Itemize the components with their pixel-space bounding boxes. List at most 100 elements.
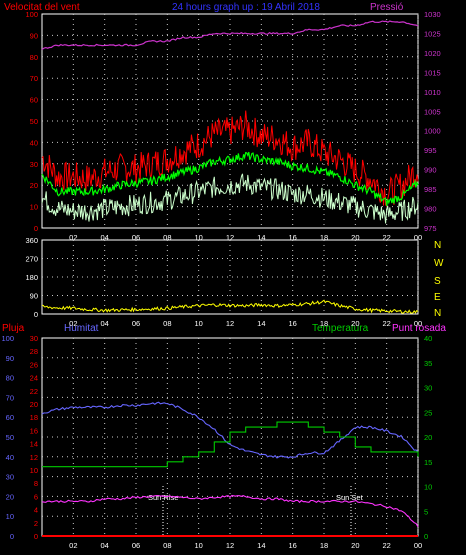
y-tick-label: 2 bbox=[34, 519, 38, 528]
wind-gust-line bbox=[41, 110, 419, 208]
x-tick-label: 14 bbox=[257, 319, 265, 328]
y-tick-label: 18 bbox=[30, 413, 38, 422]
y-tick-label: 1000 bbox=[424, 127, 441, 136]
y-tick-label: 70 bbox=[6, 393, 14, 402]
y-tick-label: 14 bbox=[30, 440, 38, 449]
y-tick-label: 0 bbox=[424, 532, 428, 541]
legend-humidity: Humitat bbox=[64, 323, 99, 334]
y-tick-label: 80 bbox=[30, 53, 38, 62]
humidity-line bbox=[41, 401, 419, 459]
header-title: 24 hours graph up : 19 Abril 2018 bbox=[172, 2, 320, 13]
y-tick-label: 60 bbox=[30, 96, 38, 105]
x-tick-label: 06 bbox=[132, 233, 140, 242]
y-tick-label: 15 bbox=[424, 458, 432, 467]
y-tick-label: 270 bbox=[25, 255, 38, 264]
y-tick-label: 1020 bbox=[424, 49, 441, 58]
y-tick-label: 1015 bbox=[424, 68, 441, 77]
x-tick-label: 10 bbox=[194, 233, 202, 242]
y-tick-label: 980 bbox=[424, 205, 437, 214]
y-tick-label: 1010 bbox=[424, 88, 441, 97]
y-tick-label: 0 bbox=[34, 532, 38, 541]
x-tick-label: 08 bbox=[163, 233, 171, 242]
legend-rain: Pluja bbox=[2, 323, 25, 334]
y-tick-label: 0 bbox=[10, 532, 14, 541]
y-tick-label: 10 bbox=[30, 466, 38, 475]
y-tick-label: 20 bbox=[30, 181, 38, 190]
y-tick-label: 4 bbox=[34, 506, 38, 515]
x-tick-label: 10 bbox=[194, 541, 202, 550]
y-tick-label: 40 bbox=[6, 453, 14, 462]
x-tick-label: 22 bbox=[382, 233, 390, 242]
header-wind-label: Velocitat del vent bbox=[4, 2, 80, 13]
x-tick-label: 14 bbox=[257, 233, 265, 242]
y-tick-label: 100 bbox=[25, 10, 38, 19]
y-tick-label: 40 bbox=[30, 138, 38, 147]
y-tick-label: 24 bbox=[30, 374, 38, 383]
y-tick-label: 1030 bbox=[424, 10, 441, 19]
x-tick-label: 14 bbox=[257, 541, 265, 550]
y-tick-label: 60 bbox=[6, 413, 14, 422]
x-tick-label: 20 bbox=[351, 541, 359, 550]
dir-letter-n-top: N bbox=[434, 240, 441, 251]
x-tick-label: 16 bbox=[288, 233, 296, 242]
y-tick-label: 1025 bbox=[424, 29, 441, 38]
x-tick-label: 04 bbox=[100, 541, 108, 550]
y-tick-label: 0 bbox=[34, 224, 38, 233]
y-tick-label: 25 bbox=[424, 408, 432, 417]
x-tick-label: 12 bbox=[226, 233, 234, 242]
y-tick-label: 985 bbox=[424, 185, 437, 194]
y-tick-label: 10 bbox=[424, 483, 432, 492]
x-tick-label: 06 bbox=[132, 541, 140, 550]
dir-letter-s: S bbox=[434, 276, 441, 287]
y-tick-label: 20 bbox=[6, 492, 14, 501]
dewpoint-line bbox=[41, 494, 419, 528]
x-tick-label: 16 bbox=[288, 319, 296, 328]
y-tick-label: 1005 bbox=[424, 107, 441, 116]
y-tick-label: 70 bbox=[30, 74, 38, 83]
y-tick-label: 50 bbox=[6, 433, 14, 442]
x-tick-label: 18 bbox=[320, 319, 328, 328]
x-tick-label: 00 bbox=[414, 319, 422, 328]
x-tick-label: 10 bbox=[194, 319, 202, 328]
x-tick-label: 04 bbox=[100, 233, 108, 242]
wind-panel-frame bbox=[41, 13, 419, 229]
y-tick-label: 0 bbox=[34, 310, 38, 319]
y-tick-label: 20 bbox=[424, 433, 432, 442]
y-tick-label: 12 bbox=[30, 453, 38, 462]
dir-letter-w: W bbox=[434, 258, 444, 269]
y-tick-label: 20 bbox=[30, 400, 38, 409]
dir-letter-e: E bbox=[434, 292, 441, 303]
y-tick-label: 16 bbox=[30, 426, 38, 435]
y-tick-label: 990 bbox=[424, 166, 437, 175]
direction-panel-frame bbox=[41, 239, 419, 315]
y-tick-label: 8 bbox=[34, 479, 38, 488]
x-tick-label: 02 bbox=[69, 541, 77, 550]
y-tick-label: 995 bbox=[424, 146, 437, 155]
header-pressure-label: Pressió bbox=[370, 2, 404, 13]
y-tick-label: 30 bbox=[6, 473, 14, 482]
y-tick-label: 180 bbox=[25, 273, 38, 282]
x-tick-label: 08 bbox=[163, 541, 171, 550]
x-tick-label: 22 bbox=[382, 319, 390, 328]
legend-temperature: Temperatura bbox=[312, 323, 369, 334]
x-tick-label: 12 bbox=[226, 541, 234, 550]
sunset-label: Sun Set bbox=[336, 493, 364, 502]
y-tick-label: 30 bbox=[30, 160, 38, 169]
y-tick-label: 90 bbox=[6, 354, 14, 363]
wind-avg-line bbox=[41, 151, 419, 206]
temperature-line bbox=[42, 421, 419, 468]
y-tick-label: 5 bbox=[424, 507, 428, 516]
wind-direction-line bbox=[41, 299, 419, 314]
y-tick-label: 30 bbox=[30, 334, 38, 343]
y-tick-label: 90 bbox=[30, 292, 38, 301]
dir-letter-n-bottom: N bbox=[434, 308, 441, 319]
y-tick-label: 22 bbox=[30, 387, 38, 396]
x-tick-label: 02 bbox=[69, 233, 77, 242]
wind-min-line bbox=[41, 173, 419, 224]
x-tick-label: 02 bbox=[69, 319, 77, 328]
y-tick-label: 30 bbox=[424, 384, 432, 393]
x-tick-label: 04 bbox=[100, 319, 108, 328]
x-tick-label: 20 bbox=[351, 233, 359, 242]
legend-dewpoint: Punt rosada bbox=[392, 323, 446, 334]
